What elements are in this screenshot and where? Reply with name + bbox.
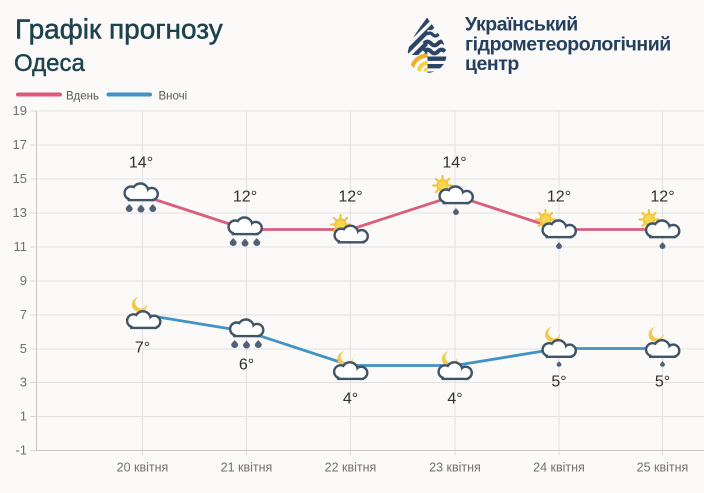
svg-text:21 квітня: 21 квітня	[221, 460, 273, 474]
svg-text:24 квітня: 24 квітня	[533, 460, 585, 474]
svg-text:Графік прогнозу: Графік прогнозу	[15, 14, 223, 45]
svg-text:12°: 12°	[547, 189, 571, 206]
svg-text:22 квітня: 22 квітня	[325, 460, 377, 474]
svg-text:12°: 12°	[233, 189, 257, 206]
svg-text:4°: 4°	[343, 391, 358, 408]
svg-text:Український: Український	[465, 14, 578, 36]
svg-text:13: 13	[13, 205, 27, 220]
svg-text:12°: 12°	[650, 189, 674, 206]
svg-text:23 квітня: 23 квітня	[429, 460, 481, 474]
svg-text:-1: -1	[15, 443, 27, 458]
svg-text:5°: 5°	[655, 374, 670, 391]
svg-text:гідрометеорологічний: гідрометеорологічний	[465, 34, 671, 56]
svg-text:5: 5	[20, 341, 27, 356]
svg-text:Вдень: Вдень	[66, 91, 99, 103]
svg-text:14°: 14°	[442, 155, 466, 172]
svg-text:6°: 6°	[239, 357, 254, 374]
svg-text:12°: 12°	[338, 189, 362, 206]
svg-text:Вночі: Вночі	[159, 91, 188, 103]
svg-text:1: 1	[20, 409, 27, 424]
svg-text:центр: центр	[465, 53, 519, 75]
svg-text:Одеса: Одеса	[14, 50, 85, 77]
svg-text:20 квітня: 20 квітня	[117, 460, 169, 474]
svg-text:9: 9	[20, 273, 27, 288]
svg-text:25 квітня: 25 квітня	[637, 460, 689, 474]
svg-text:5°: 5°	[551, 374, 566, 391]
svg-text:3: 3	[20, 375, 27, 390]
svg-text:7: 7	[20, 307, 27, 322]
svg-text:14°: 14°	[129, 155, 153, 172]
svg-text:17: 17	[13, 137, 27, 152]
svg-text:4°: 4°	[447, 391, 462, 408]
svg-text:15: 15	[13, 171, 27, 186]
svg-text:19: 19	[13, 103, 27, 118]
svg-text:11: 11	[14, 239, 28, 254]
svg-text:7°: 7°	[135, 340, 150, 357]
